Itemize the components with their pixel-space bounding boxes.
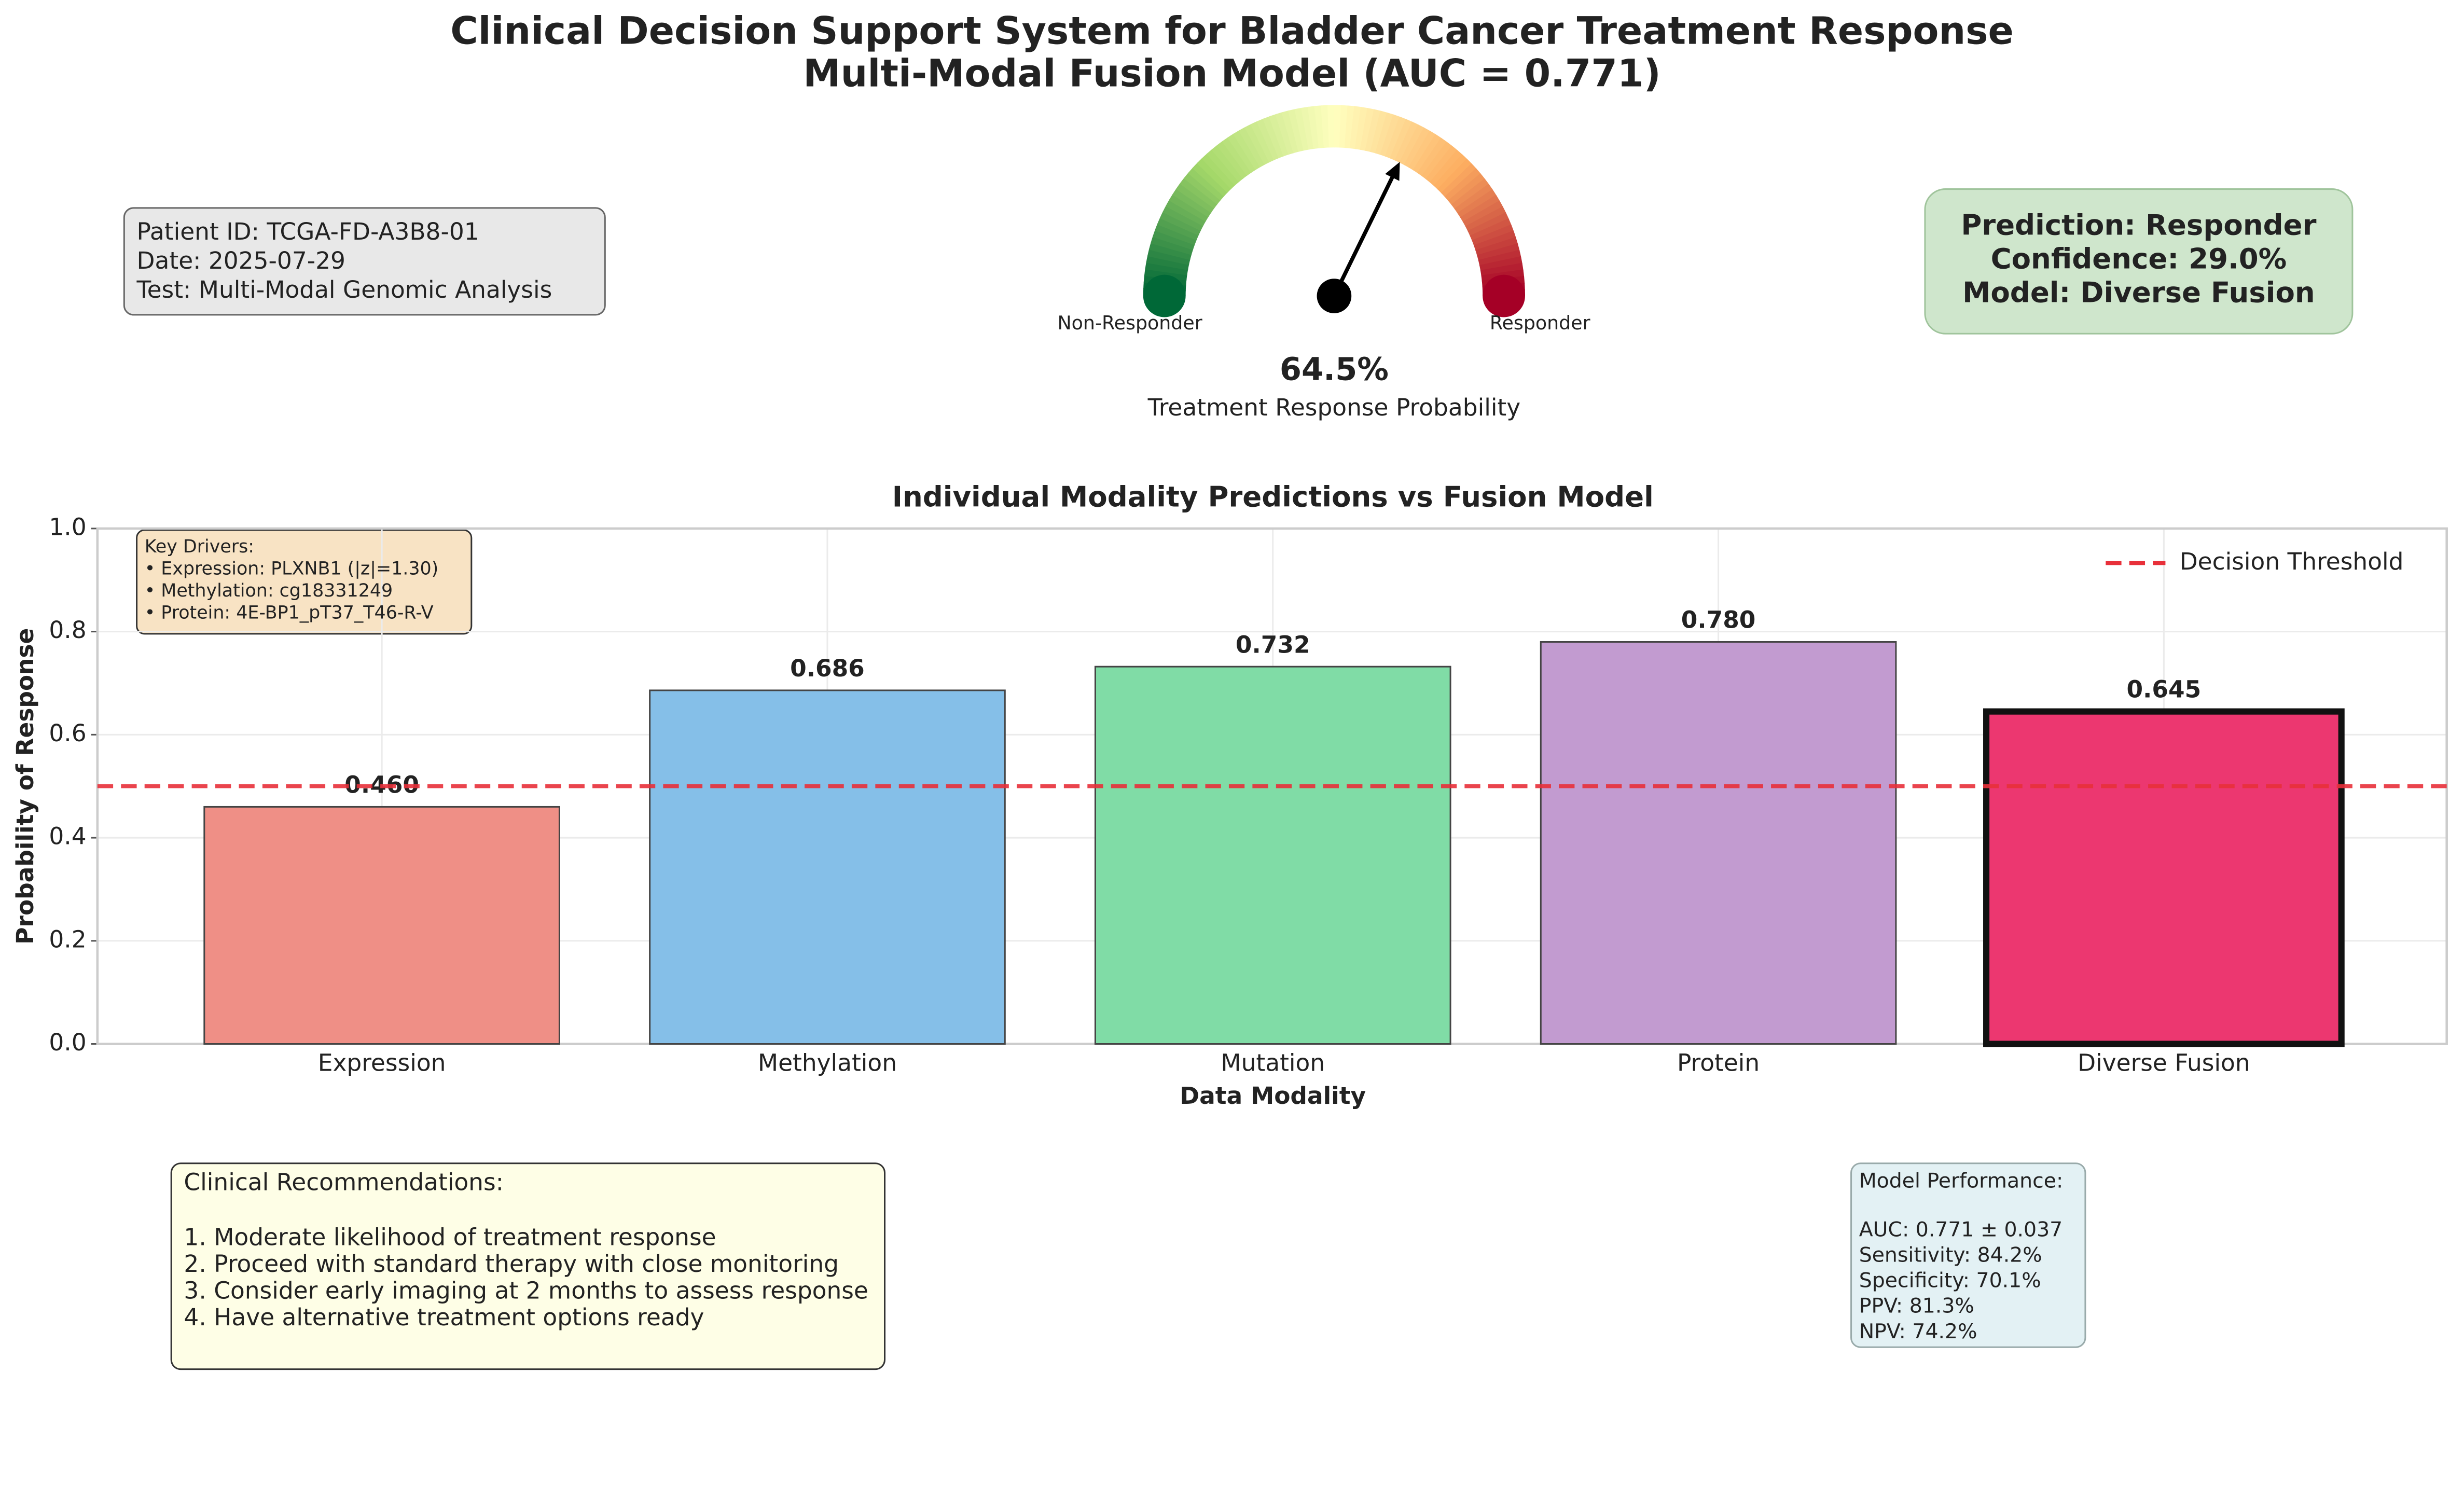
x-tick-label: Expression [318,1049,446,1076]
performance-metric: NPV: 74.2% [1859,1320,1977,1343]
annotation-line: • Expression: PLXNB1 (|z|=1.30) [145,559,439,579]
prediction-line: Model: Diverse Fusion [1962,276,2315,309]
chart-title: Individual Modality Predictions vs Fusio… [892,480,1654,513]
prediction-line: Prediction: Responder [1961,208,2316,241]
annotation-line: • Methylation: cg18331249 [145,580,393,601]
recommendations-box [170,1162,886,1370]
recommendations-title: Clinical Recommendations: [184,1169,504,1196]
value-label: 0.686 [790,655,865,682]
bar [1094,666,1451,1045]
annotation-line: Key Drivers: [145,536,254,557]
recommendation: 1. Moderate likelihood of treatment resp… [184,1224,716,1251]
y-tick-label: 0.2 [49,925,86,953]
bar [203,806,560,1045]
y-tick-label: 0.6 [49,719,86,747]
bar [1540,641,1897,1045]
y-axis-label: Probability of Response [11,628,39,945]
recommendation: 3. Consider early imaging at 2 months to… [184,1277,868,1305]
bar [1983,708,2345,1047]
annotation-line: • Protein: 4E-BP1_pT37_T46-R-V [145,602,434,623]
gauge-needle-head [1385,162,1400,181]
recommendation: 4. Have alternative treatment options re… [184,1304,704,1331]
annotation-box [136,529,473,635]
patient-info: Date: 2025-07-29 [137,247,345,274]
gauge-cap [1483,274,1525,317]
x-tick-label: Mutation [1221,1049,1325,1076]
gauge-left-label: Non-Responder [1057,312,1202,334]
patient-info: Patient ID: TCGA-FD-A3B8-01 [137,218,479,245]
gauge-right-label: Responder [1490,312,1590,334]
gauge-value-label: 64.5% [1280,352,1389,388]
legend-label: Decision Threshold [2180,548,2404,575]
recommendation: 2. Proceed with standard therapy with cl… [184,1250,839,1278]
bar [649,689,1006,1045]
y-tick-label: 0.8 [49,616,86,644]
x-tick-label: Methylation [758,1049,897,1076]
prediction-line: Confidence: 29.0% [1991,242,2287,275]
title: Clinical Decision Support System for Bla… [450,10,2014,53]
patient-info: Test: Multi-Modal Genomic Analysis [136,276,552,303]
value-label: 0.780 [1681,606,1756,634]
y-tick-label: 0.0 [49,1029,86,1056]
performance-box [1850,1162,2086,1348]
performance-metric: PPV: 81.3% [1859,1294,1974,1318]
value-label: 0.732 [1236,631,1310,658]
value-label: 0.645 [2127,676,2202,703]
performance-metric: Sensitivity: 84.2% [1859,1243,2042,1267]
patient-box [123,207,606,316]
performance-metric: Specificity: 70.1% [1859,1269,2041,1293]
y-tick-label: 1.0 [49,513,86,540]
x-tick-label: Protein [1677,1049,1760,1076]
performance-title: Model Performance: [1859,1169,2064,1193]
gauge-cap [1143,274,1186,317]
gauge-needle [1332,172,1396,297]
prediction-box [1924,188,2354,335]
gauge-caption: Treatment Response Probability [1147,394,1521,421]
y-tick-label: 0.4 [49,823,86,850]
subtitle: Multi-Modal Fusion Model (AUC = 0.771) [803,52,1660,95]
gauge-hub [1317,279,1352,313]
x-axis-label: Data Modality [1180,1082,1366,1110]
x-tick-label: Diverse Fusion [2078,1049,2250,1076]
performance-metric: AUC: 0.771 ± 0.037 [1859,1218,2063,1242]
